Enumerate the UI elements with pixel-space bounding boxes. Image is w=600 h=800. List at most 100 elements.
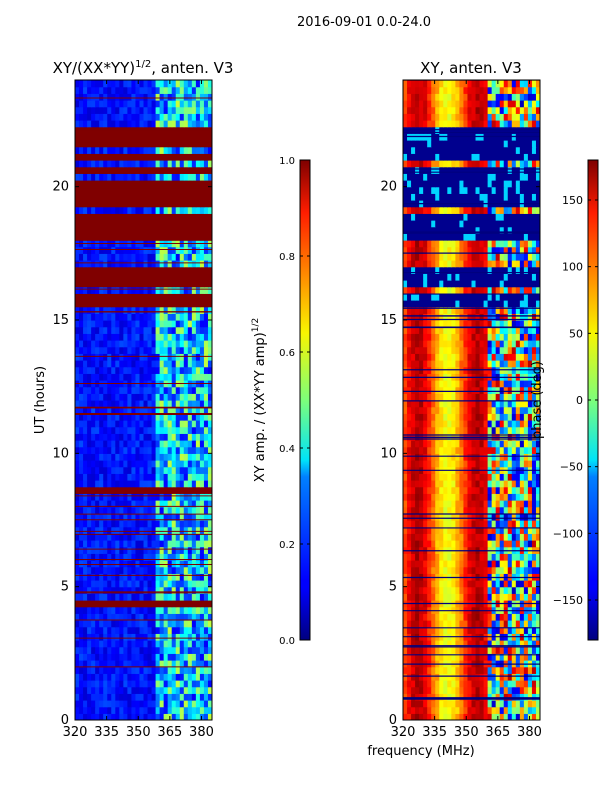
heatmap-cell — [203, 333, 209, 341]
heatmap-cell — [419, 493, 424, 501]
heatmap-cell — [499, 520, 505, 528]
heatmap-cell — [147, 140, 153, 148]
heatmap-cell — [167, 253, 173, 261]
heatmap-cell — [75, 193, 80, 201]
heatmap-cell — [95, 340, 100, 348]
heatmap-cell — [415, 686, 420, 694]
heatmap-cell — [115, 113, 120, 121]
heatmap-cell — [79, 700, 84, 708]
heatmap-cell — [99, 186, 104, 194]
heatmap-cell — [131, 220, 137, 228]
heatmap-cell — [155, 146, 161, 154]
heatmap-cell — [131, 633, 137, 641]
heatmap-cell — [127, 400, 133, 408]
heatmap-cell — [83, 140, 88, 148]
heatmap-cell — [151, 446, 157, 454]
heatmap-cell — [531, 440, 537, 448]
heatmap-cell — [135, 233, 141, 241]
heatmap-cell — [91, 313, 96, 321]
heatmap-cell — [187, 140, 193, 148]
heatmap-cell — [427, 680, 432, 688]
heatmap-cell — [155, 620, 161, 628]
heatmap-cell — [519, 493, 525, 501]
heatmap-cell — [207, 133, 212, 141]
heatmap-cell — [91, 160, 96, 168]
heatmap-cell — [475, 446, 481, 454]
heatmap-cell — [483, 566, 489, 574]
heatmap-cell — [191, 160, 197, 168]
heatmap-cell — [147, 160, 153, 168]
heatmap-cell — [103, 220, 108, 228]
heatmap-cell — [195, 446, 201, 454]
heatmap-cell — [455, 440, 461, 448]
heatmap-cell — [147, 686, 153, 694]
heatmap-cell — [439, 493, 444, 501]
heatmap-cell — [479, 406, 485, 414]
heatmap-cell — [107, 440, 112, 448]
heatmap-cell — [459, 520, 465, 528]
heatmap-cell — [443, 400, 448, 408]
heatmap-cell — [83, 480, 88, 488]
heatmap-cell — [407, 580, 412, 588]
heatmap-cell — [187, 113, 193, 121]
heatmap-cell — [199, 400, 205, 408]
heatmap-cell — [495, 473, 501, 481]
heatmap-cell — [183, 286, 189, 294]
heatmap-cell — [107, 333, 112, 341]
heatmap-cell — [463, 706, 469, 714]
heatmap-cell — [527, 700, 533, 708]
heatmap-cell — [411, 566, 416, 574]
heatmap-cell — [199, 440, 205, 448]
heatmap-cell — [75, 460, 80, 468]
heatmap-cell — [91, 193, 96, 201]
heatmap-cell — [75, 233, 80, 241]
heatmap-cell — [163, 386, 169, 394]
heatmap-cell — [99, 306, 104, 314]
heatmap-cell — [175, 566, 181, 574]
heatmap-cell — [159, 140, 165, 148]
heatmap-cell — [459, 593, 465, 601]
heatmap-cell — [475, 453, 481, 461]
heatmap-cell — [203, 426, 209, 434]
heatmap-cell — [179, 286, 185, 294]
heatmap-cell — [487, 426, 493, 434]
heatmap-cell — [115, 300, 120, 308]
heatmap-cell — [131, 646, 137, 654]
heatmap-cell — [179, 346, 185, 354]
heatmap-cell — [403, 453, 408, 461]
heatmap-cell — [187, 353, 193, 361]
heatmap-cell — [455, 480, 461, 488]
heatmap-cell — [171, 473, 177, 481]
heatmap-cell — [187, 100, 193, 108]
heatmap-cell — [519, 533, 525, 541]
heatmap-cell — [187, 306, 193, 314]
heatmap-cell — [515, 440, 521, 448]
heatmap-cell — [207, 580, 212, 588]
heatmap-cell — [187, 586, 193, 594]
heatmap-cell — [407, 493, 412, 501]
heatmap-cell — [107, 593, 112, 601]
heatmap-cell — [107, 373, 112, 381]
heatmap-cell — [511, 593, 517, 601]
heatmap-cell — [419, 680, 424, 688]
heatmap-cell — [79, 686, 84, 694]
heatmap-cell — [95, 540, 100, 548]
heatmap-cell — [75, 520, 80, 528]
heatmap-cell — [407, 460, 412, 468]
heatmap-cell — [207, 586, 212, 594]
heatmap-cell — [447, 593, 452, 601]
heatmap-cell — [135, 286, 141, 294]
heatmap-cell — [107, 700, 112, 708]
heatmap-cell — [115, 200, 120, 208]
heatmap-cell — [191, 653, 197, 661]
heatmap-cell — [103, 513, 108, 521]
heatmap-cell — [415, 513, 420, 521]
heatmap-cell — [411, 700, 416, 708]
heatmap-cell — [187, 300, 193, 308]
heatmap-cell — [163, 613, 169, 621]
heatmap-cell — [79, 93, 84, 101]
heatmap-cell — [483, 506, 489, 514]
heatmap-cell — [91, 340, 96, 348]
heatmap-cell — [167, 266, 173, 274]
heatmap-cell — [203, 580, 209, 588]
